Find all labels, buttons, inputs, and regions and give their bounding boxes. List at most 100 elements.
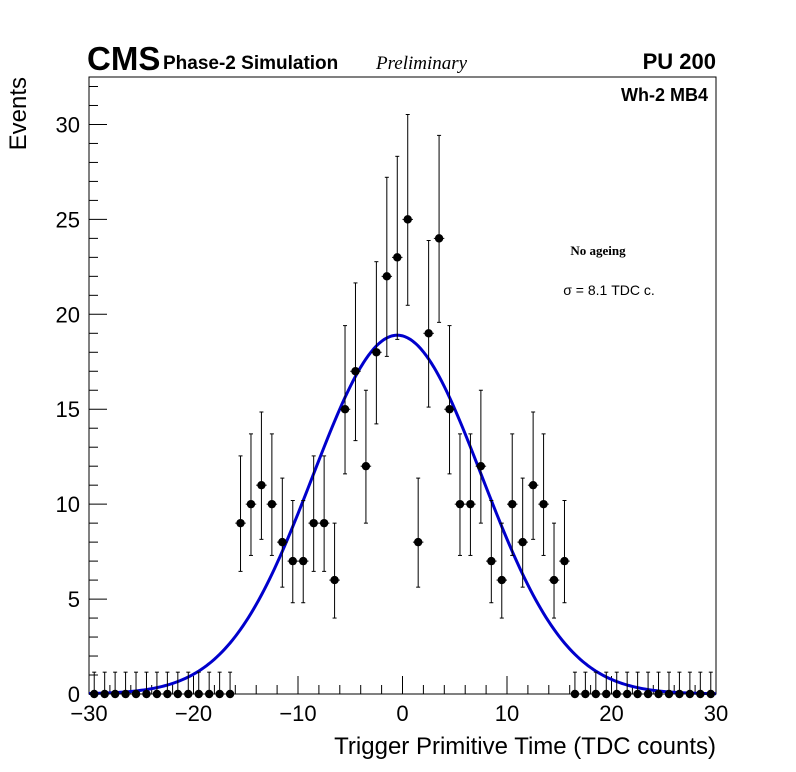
point-marker [299,556,308,566]
point-marker [413,537,423,547]
point-marker [330,575,339,585]
point-marker [581,689,590,699]
point-marker [225,689,235,699]
data-point [392,155,403,340]
data-point [695,671,706,699]
data-point [308,455,319,572]
point-marker [173,689,183,699]
data-point [611,671,622,699]
data-point [193,671,204,699]
point-marker [570,689,580,699]
point-marker [518,537,527,547]
data-point [454,433,466,556]
point-marker [549,575,559,585]
x-tick-label: 10 [495,701,519,726]
point-marker [267,499,277,509]
point-marker [466,499,475,509]
data-point [89,671,100,699]
data-point [172,671,184,699]
annotation-ageing: No ageing [570,243,626,258]
point-marker [602,689,611,699]
point-marker [560,556,569,566]
point-marker [309,518,318,528]
point-marker [591,689,601,699]
point-marker [163,689,172,699]
point-marker [288,556,297,566]
data-point [642,671,654,699]
data-point [381,176,393,357]
point-marker [434,234,444,243]
point-marker [633,689,642,699]
point-marker [90,689,99,699]
y-tick-label: 0 [68,682,80,707]
point-marker [382,272,392,281]
point-marker [236,518,245,528]
data-point [517,477,528,588]
x-tick-label: 30 [704,701,728,726]
pileup-label: PU 200 [643,49,716,74]
data-point [569,671,581,699]
point-marker [351,367,360,376]
point-marker [622,689,632,699]
y-tick-label: 20 [56,302,80,327]
x-tick-label: 20 [599,701,623,726]
data-point [120,671,131,699]
experiment-label: CMS [87,40,160,77]
data-point [162,671,173,699]
data-point [653,671,664,699]
data-point [287,499,298,604]
point-marker [403,215,412,224]
point-marker [445,405,454,414]
point-marker [100,689,109,699]
data-point [350,282,361,442]
point-marker [340,405,350,414]
point-marker [319,518,329,528]
data-point [214,671,225,699]
point-marker [194,689,203,699]
data-point [109,671,121,699]
data-point [475,389,487,524]
data-point [423,240,434,408]
data-point [203,671,215,699]
data-point [277,477,288,588]
data-point [632,671,643,699]
plot-frame [88,76,717,695]
status-label: Preliminary [375,53,468,74]
data-point [705,671,716,699]
point-marker [246,499,256,509]
point-marker [706,689,715,699]
data-point [527,411,539,540]
data-point [433,134,445,323]
data-point [590,671,602,699]
point-marker [675,689,684,699]
data-point [245,433,257,556]
data-point [621,671,633,699]
data-point [486,499,497,604]
point-marker [278,537,287,547]
point-marker [393,253,402,262]
data-point [183,671,194,699]
point-marker [455,499,465,509]
data-point [151,671,163,699]
point-marker [424,329,433,338]
data-point [141,671,152,699]
x-tick-label: −20 [175,701,212,726]
point-marker [476,461,486,471]
data-point [684,671,696,699]
y-tick-label: 30 [56,112,80,137]
data-point [235,455,246,572]
data-point [674,671,685,699]
y-tick-label: 15 [56,397,80,422]
point-marker [528,480,538,490]
data-point [371,261,382,425]
point-marker [497,575,506,585]
point-marker [508,499,517,509]
x-tick-label: −30 [70,701,107,726]
data-point [507,433,518,556]
data-point [412,477,424,588]
data-point [329,522,340,619]
point-marker [361,461,371,471]
data-point [444,325,455,475]
data-point [538,433,549,556]
